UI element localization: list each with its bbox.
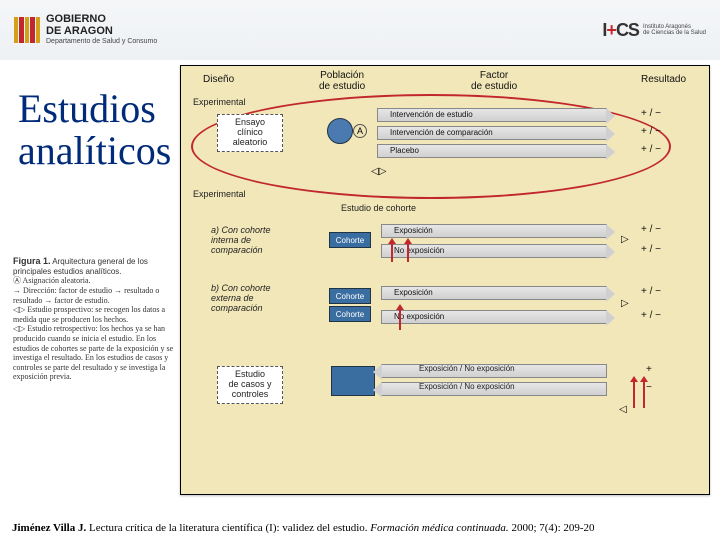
gov-text: GOBIERNO DE ARAGON Departamento de Salud… (46, 14, 157, 45)
row2-a-label: a) Con cohorte interna de comparación (211, 226, 271, 256)
citation-article: Lectura crítica de la literatura científ… (86, 522, 370, 534)
row1-eye-icon: ◁▷ (371, 166, 386, 177)
row1-band2-label: Intervención de comparación (390, 128, 493, 137)
gov-line2: DE ARAGON (46, 26, 157, 38)
legend-eye2: ◁▷ Estudio retrospectivo: los hechos ya … (13, 324, 173, 381)
row2-a-band1: Exposición (381, 224, 607, 238)
row2-b-band2: No exposición (381, 310, 607, 324)
row2-b-label: b) Con cohorte externa de comparación (211, 284, 271, 314)
row3-band2-label: Exposición / No exposición (419, 383, 515, 392)
ics-cs: CS (616, 20, 639, 40)
legend-a: Ⓐ Asignación aleatoria. (13, 276, 91, 285)
row2-a-pm1: + / − (641, 224, 661, 235)
row1-band1: Intervención de estudio (377, 108, 607, 122)
legend-arrow: → Dirección: factor de estudio → resulta… (13, 286, 159, 305)
ics-subtitle: Instituto Aragonés de Ciencias de la Sal… (643, 24, 706, 36)
citation-ref: 2000; 7(4): 209-20 (509, 522, 595, 534)
row2-cohort-b1: Cohorte (329, 288, 371, 304)
row2-b-pm2: + / − (641, 310, 661, 321)
row3-band1-label: Exposición / No exposición (419, 365, 515, 374)
row1-band3-label: Placebo (390, 146, 419, 155)
row2-study: Estudio de cohorte (341, 204, 416, 214)
row3-pm: + (646, 364, 652, 375)
row3-casecontrol-icon (331, 366, 375, 396)
slide-title: Estudios analíticos (18, 88, 171, 172)
col-resultado: Resultado (641, 74, 686, 85)
row2-a-pm2: + / − (641, 244, 661, 255)
row2-cohort-a: Cohorte (329, 232, 371, 248)
citation: Jiménez Villa J. Lectura crítica de la l… (12, 522, 595, 534)
row1-band3: Placebo (377, 144, 607, 158)
ics-sub2: de Ciencias de la Salud (643, 30, 706, 36)
row1-pm1: + / − (641, 108, 661, 119)
gov-subtitle: Departamento de Salud y Consumo (46, 38, 157, 45)
row1-pm3: + / − (641, 144, 661, 155)
gov-aragon-logo: GOBIERNO DE ARAGON Departamento de Salud… (14, 14, 157, 45)
slide-header: GOBIERNO DE ARAGON Departamento de Salud… (0, 0, 720, 60)
figure-legend: Figura 1. Arquitectura general de los pr… (13, 256, 181, 382)
row3-red-arrow2 (643, 382, 645, 408)
row3-mm: − (646, 382, 652, 393)
row2-a-band1-label: Exposición (394, 226, 433, 235)
random-assignment-icon: A (353, 124, 367, 138)
aragon-flag-icon (14, 17, 40, 43)
col-poblacion: Población de estudio (319, 70, 365, 92)
row3-pill: Estudio de casos y controles (217, 366, 283, 404)
citation-journal: Formación médica continuada. (370, 522, 508, 534)
row2-a-eye-icon: ▷ (621, 234, 629, 245)
legend-title: Figura 1. (13, 256, 51, 266)
row1-band1-label: Intervención de estudio (390, 110, 473, 119)
legend-eye1: ◁▷ Estudio prospectivo: se recogen los d… (13, 305, 165, 324)
row2-b-band1: Exposición (381, 286, 607, 300)
row2-a-red-arrow2 (407, 244, 409, 262)
row2-b-red-arrow (399, 310, 401, 330)
row1-population-icon (327, 118, 353, 144)
row2-a-band2-label: No exposición (394, 246, 444, 255)
figure-panel: Diseño Población de estudio Factor de es… (180, 65, 710, 495)
ics-plus-icon: + (606, 20, 616, 40)
row1-design: Experimental (193, 98, 246, 108)
row2-b-eye-icon: ▷ (621, 298, 629, 309)
citation-author: Jiménez Villa J. (12, 522, 86, 534)
row2-a-band2: No exposición (381, 244, 607, 258)
row3-eye-icon: ◁ (619, 404, 627, 415)
row2-b-band1-label: Exposición (394, 288, 433, 297)
row3-red-arrow1 (633, 382, 635, 408)
ics-logo: I+CS Instituto Aragonés de Ciencias de l… (602, 20, 706, 41)
col-diseno: Diseño (203, 74, 234, 85)
row2-b-pm1: + / − (641, 286, 661, 297)
col-factor: Factor de estudio (471, 70, 517, 92)
row2-a-red-arrow1 (391, 244, 393, 262)
row2-cohort-b2: Cohorte (329, 306, 371, 322)
row2-b-band2-label: No exposición (394, 312, 444, 321)
row2-design: Experimental (193, 190, 246, 200)
row1-pm2: + / − (641, 126, 661, 137)
row1-pill: Ensayo clínico aleatorio (217, 114, 283, 152)
row1-band2: Intervención de comparación (377, 126, 607, 140)
ics-mark: I+CS (602, 20, 639, 41)
